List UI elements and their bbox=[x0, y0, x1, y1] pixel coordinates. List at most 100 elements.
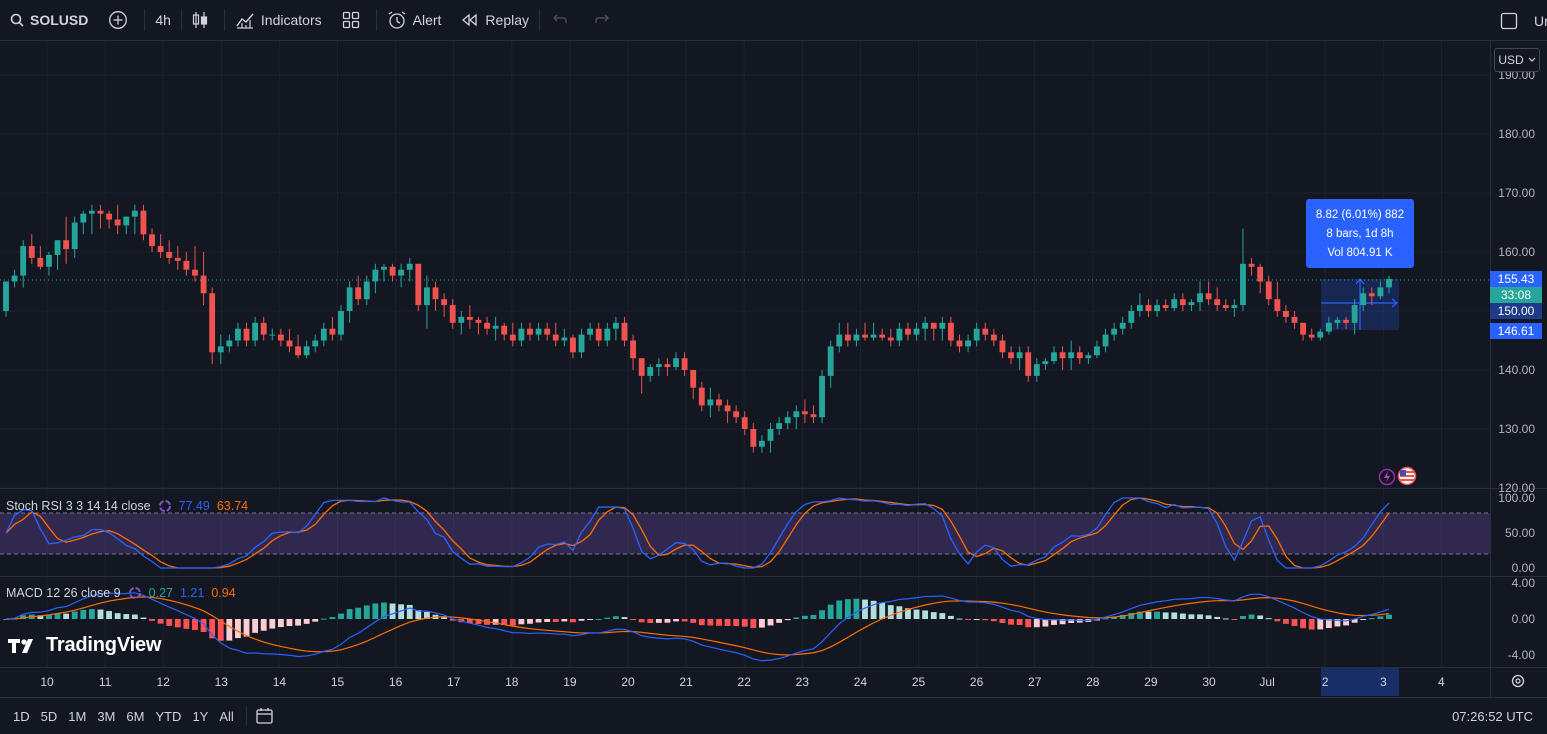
macd-hist-bar bbox=[252, 619, 259, 633]
macd-hist-bar bbox=[930, 612, 937, 619]
candle-body bbox=[896, 328, 903, 341]
macd-hist-bar bbox=[836, 600, 843, 619]
macd-hist-bar bbox=[681, 619, 688, 622]
candle-body bbox=[398, 269, 405, 276]
candle-body bbox=[673, 358, 679, 368]
candle-body bbox=[1154, 305, 1160, 311]
time-tick-label: 20 bbox=[621, 675, 635, 689]
macd-lines bbox=[5, 592, 1390, 662]
candle-body bbox=[1308, 334, 1315, 338]
macd-hist-bar bbox=[1300, 619, 1307, 629]
range-6m-button[interactable]: 6M bbox=[126, 708, 145, 724]
time-tick-label: 13 bbox=[215, 675, 229, 689]
time-tick-label: 26 bbox=[970, 675, 984, 689]
time-tick-label: 17 bbox=[447, 675, 461, 689]
events-badges[interactable] bbox=[1378, 466, 1417, 486]
macd-hist-bar bbox=[1171, 612, 1178, 619]
macd-hist-bar bbox=[630, 619, 636, 620]
stoch-rsi-k-value: 77.49 bbox=[178, 499, 210, 513]
alert-button[interactable]: Alert bbox=[377, 0, 452, 41]
macd-hist-bar bbox=[913, 609, 920, 619]
indicators-icon bbox=[235, 11, 255, 29]
currency-button[interactable]: USD bbox=[1494, 48, 1540, 72]
candle-body bbox=[982, 328, 989, 335]
macd-hist-bar bbox=[905, 608, 911, 619]
interval-button[interactable]: 4h bbox=[155, 12, 171, 28]
macd-hist-bar bbox=[1240, 615, 1246, 619]
candle-body bbox=[406, 263, 413, 270]
stoch-rsi-d-line bbox=[5, 497, 1390, 569]
candle-body bbox=[363, 281, 370, 300]
time-axis-settings-icon[interactable] bbox=[1511, 674, 1525, 688]
macd-hist-bar bbox=[235, 619, 241, 639]
macd-hist-bar bbox=[1162, 612, 1169, 619]
range-ytd-button[interactable]: YTD bbox=[155, 708, 182, 724]
candle-body bbox=[1197, 293, 1203, 303]
candle-body bbox=[630, 340, 636, 359]
macd-hist-bar bbox=[475, 619, 482, 625]
measure-volume: Vol 804.91 K bbox=[1327, 247, 1393, 259]
layouts-button[interactable] bbox=[332, 0, 376, 41]
clock-timezone[interactable]: 07:26:52 UTC bbox=[1452, 709, 1533, 724]
candles-layer bbox=[3, 204, 1392, 453]
unnamed-layout-label[interactable]: Ur bbox=[1534, 12, 1547, 29]
stoch-rsi-lines bbox=[5, 497, 1390, 569]
range-1m-button[interactable]: 1M bbox=[68, 708, 87, 724]
compare-symbol-button[interactable] bbox=[98, 0, 144, 41]
macd-hist-bar bbox=[140, 617, 147, 619]
candle-body bbox=[1068, 352, 1075, 359]
macd-hist-bar bbox=[183, 619, 190, 629]
candle-body bbox=[905, 328, 911, 335]
macd-hist-bar bbox=[1265, 618, 1272, 620]
stoch-rsi-legend[interactable]: Stoch RSI 3 3 14 14 close 77.49 63.74 bbox=[6, 499, 248, 513]
plus-circle-icon bbox=[108, 10, 128, 30]
range-3m-button[interactable]: 3M bbox=[97, 708, 116, 724]
candle-body bbox=[1351, 305, 1358, 323]
candle-body bbox=[930, 322, 937, 329]
indicators-button[interactable]: Indicators bbox=[225, 0, 332, 41]
candle-body bbox=[458, 316, 465, 323]
tradingview-logo[interactable]: TradingView bbox=[8, 634, 161, 657]
candle-body bbox=[1377, 287, 1384, 297]
symbol-search[interactable]: SOLUSD bbox=[0, 0, 98, 41]
chart-type-button[interactable] bbox=[182, 0, 224, 41]
macd-legend[interactable]: MACD 12 26 close 9 0.27 1.21 0.94 bbox=[6, 586, 236, 600]
candle-body bbox=[527, 328, 533, 335]
candle-body bbox=[449, 305, 456, 323]
replay-button[interactable]: Replay bbox=[451, 0, 539, 41]
goto-date-icon[interactable] bbox=[255, 707, 275, 725]
range-1y-button[interactable]: 1Y bbox=[192, 708, 209, 724]
candle-body bbox=[295, 346, 301, 356]
bottom-toolbar: 1D 5D 1M 3M 6M YTD 1Y All 07:26:52 UTC bbox=[0, 697, 1547, 734]
macd-hist-bar bbox=[1317, 619, 1324, 630]
candle-body bbox=[1386, 278, 1392, 288]
range-high-tag: 150.00 bbox=[1490, 303, 1542, 319]
macd-hist-bar bbox=[398, 604, 405, 619]
redo-button[interactable] bbox=[584, 0, 628, 41]
chart-canvas[interactable]: 190.00180.00170.00160.00150.00140.00130.… bbox=[0, 41, 1547, 697]
candle-body bbox=[561, 337, 568, 341]
macd-hist-bar bbox=[947, 615, 954, 619]
macd-hist-bar bbox=[63, 613, 70, 619]
candle-body bbox=[862, 334, 868, 338]
current-price-tag: 155.43 bbox=[1490, 271, 1542, 287]
candle-body bbox=[1325, 322, 1332, 332]
range-1d-button[interactable]: 1D bbox=[13, 708, 30, 724]
macd-hist-bar bbox=[965, 619, 972, 620]
price-tick-label: 120.00 bbox=[1498, 481, 1535, 495]
macd-hist-bar bbox=[733, 619, 740, 627]
candle-body bbox=[870, 334, 877, 338]
range-all-button[interactable]: All bbox=[219, 708, 234, 724]
candle-body bbox=[88, 210, 95, 214]
candle-body bbox=[71, 222, 78, 250]
macd-hist-bar bbox=[1025, 619, 1032, 628]
range-5d-button[interactable]: 5D bbox=[40, 708, 58, 724]
replay-label: Replay bbox=[485, 12, 530, 28]
candle-body bbox=[793, 411, 800, 418]
candle-body bbox=[965, 340, 972, 347]
candle-body bbox=[1179, 299, 1186, 306]
macd-hist-bar bbox=[1274, 619, 1281, 622]
macd-title: MACD 12 26 close 9 bbox=[6, 586, 121, 600]
undo-button[interactable] bbox=[540, 0, 584, 41]
fullscreen-icon[interactable] bbox=[1500, 12, 1518, 30]
